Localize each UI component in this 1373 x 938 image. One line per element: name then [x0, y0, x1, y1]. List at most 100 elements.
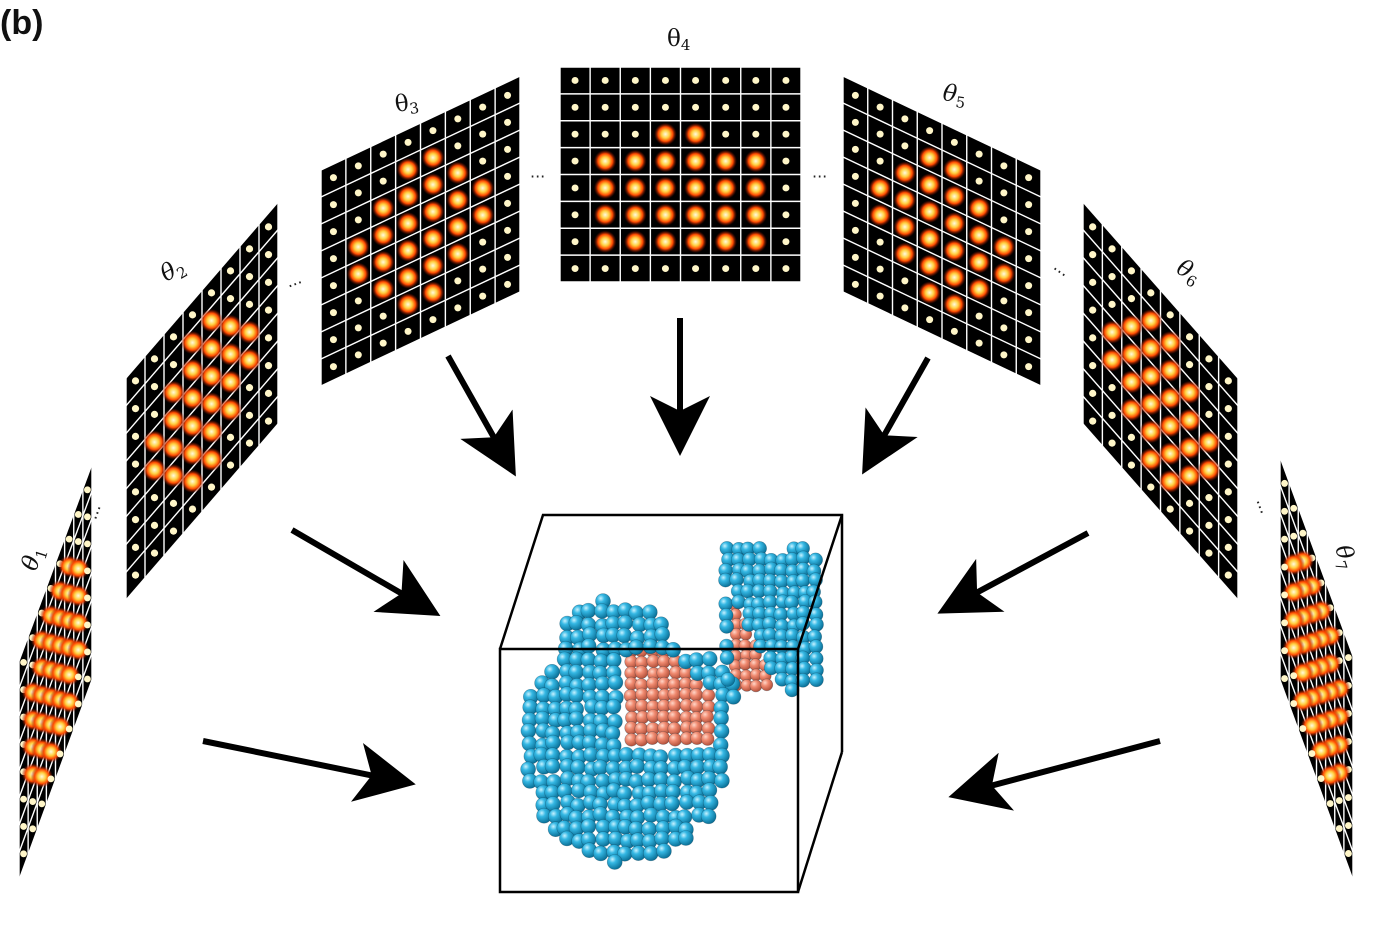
diffraction-spot-bright — [654, 176, 677, 200]
diffraction-spot — [1127, 461, 1136, 469]
diffraction-spot-bright — [1158, 330, 1182, 355]
shell-atom — [719, 619, 734, 634]
diffraction-spot — [1000, 189, 1008, 197]
diffraction-spot — [782, 157, 790, 165]
shell-atom — [580, 638, 597, 654]
diffraction-spot-bright — [67, 611, 90, 634]
diffraction-spot — [722, 265, 730, 273]
diffraction-spot — [454, 277, 462, 285]
diffraction-spot-bright — [421, 254, 445, 277]
diffraction-spot — [1290, 504, 1298, 512]
grid-line — [842, 264, 1042, 360]
diffraction-spot — [169, 527, 178, 535]
diffraction-spot-bright — [1139, 336, 1163, 361]
diffraction-spot — [782, 130, 790, 138]
diffraction-spot-bright — [180, 330, 205, 355]
panel-label: (b) — [0, 4, 43, 42]
diffraction-spot — [1089, 223, 1097, 231]
shell-atom — [568, 710, 585, 727]
diffraction-spot — [876, 292, 884, 300]
diffraction-spot — [851, 226, 859, 234]
diffraction-spot — [1205, 521, 1213, 529]
shell-atom — [678, 830, 694, 846]
diffraction-spot-bright — [714, 149, 737, 173]
diffraction-spot-bright — [346, 262, 370, 286]
diffraction-spot-bright — [684, 149, 707, 173]
diffraction-spot — [379, 312, 387, 320]
diffraction-spot — [245, 245, 254, 253]
diffraction-spot-bright — [654, 122, 677, 146]
diffraction-spot — [404, 138, 412, 146]
diffraction-spot-bright — [893, 188, 917, 212]
diffraction-spot — [65, 725, 73, 733]
core-atom — [668, 732, 682, 747]
diffraction-spot-bright — [161, 380, 186, 405]
diffraction-spot — [1224, 571, 1232, 579]
diffraction-spot — [1147, 483, 1155, 491]
angle-label-theta5: θ5 — [941, 80, 968, 112]
diffraction-spot — [692, 265, 700, 273]
diffraction-spot — [692, 76, 700, 84]
diffraction-spot-bright — [918, 254, 941, 277]
diffraction-spot — [1185, 527, 1194, 535]
diffraction-spot-bright — [918, 281, 941, 304]
diffraction-spot — [1224, 377, 1232, 385]
diffraction-spot-bright — [421, 173, 445, 196]
diffraction-spot-bright — [446, 242, 470, 266]
diffraction-spot — [1224, 516, 1232, 524]
diffraction-spot — [74, 673, 82, 681]
shell-atom — [700, 808, 717, 825]
angle-label-theta3: θ3 — [393, 89, 420, 120]
diffraction-spot — [631, 265, 639, 273]
diffraction-spot-bright — [1177, 463, 1202, 488]
diffraction-spot-bright — [180, 414, 205, 438]
diffraction-spot-bright — [180, 358, 205, 383]
diffraction-spot — [504, 118, 512, 126]
diffraction-spot-bright — [624, 149, 647, 173]
diffraction-spot-bright — [371, 250, 395, 274]
diffraction-spot-bright — [684, 176, 707, 200]
diffraction-spot-bright — [967, 250, 991, 274]
diffraction-spot — [782, 184, 790, 192]
angle-label-theta1: θ1 — [17, 544, 52, 575]
shell-atom — [654, 626, 671, 643]
diffraction-spot — [354, 351, 362, 359]
diffraction-spot — [56, 750, 64, 758]
diffraction-spot-bright — [396, 185, 420, 208]
grid-line — [320, 183, 521, 279]
diffraction-spot — [1127, 295, 1136, 303]
shell-atom — [616, 627, 633, 644]
shell-atom — [795, 573, 811, 588]
diffraction-spot — [329, 336, 337, 344]
diffraction-spot-bright — [893, 215, 917, 239]
projection-grid-theta3 — [320, 75, 521, 387]
projection-grid-theta1 — [18, 463, 93, 881]
diffraction-spot — [245, 384, 254, 392]
diffraction-spot-bright — [346, 235, 370, 259]
diffraction-spot — [661, 76, 669, 84]
core-atom — [700, 709, 714, 724]
diffraction-spot-bright — [593, 176, 617, 200]
diffraction-spot — [169, 361, 178, 369]
projection-grid-theta7 — [1279, 456, 1354, 881]
diffraction-spot — [752, 265, 760, 273]
grid-line — [842, 237, 1042, 333]
diffraction-spot-bright — [371, 223, 395, 247]
diffraction-spot-bright — [421, 200, 445, 223]
shell-atom — [592, 845, 609, 862]
diffraction-spot-bright — [868, 176, 892, 200]
diffraction-spot-bright — [943, 239, 966, 262]
diffraction-spot-bright — [446, 215, 470, 239]
diffraction-spot — [1185, 333, 1194, 341]
diffraction-spot — [1308, 750, 1316, 757]
diffraction-spot — [504, 253, 512, 261]
diffraction-spot — [29, 825, 37, 833]
shell-atom — [720, 672, 736, 687]
diffraction-spot-bright — [1119, 314, 1144, 339]
diffraction-spot — [1224, 488, 1232, 496]
diffraction-spot — [479, 103, 487, 111]
diffraction-spot-bright — [142, 458, 167, 482]
diffraction-spot-bright — [1119, 342, 1144, 366]
diffraction-spot — [1335, 825, 1343, 832]
